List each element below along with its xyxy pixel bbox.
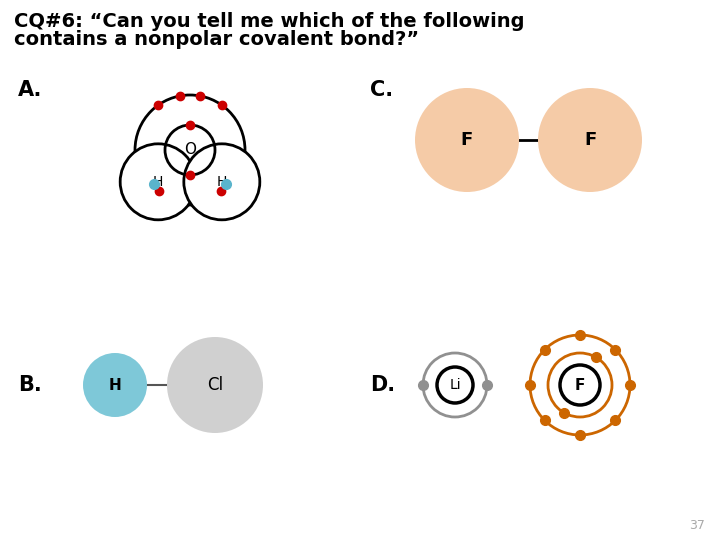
Text: CQ#6: “Can you tell me which of the following: CQ#6: “Can you tell me which of the foll…: [14, 12, 524, 31]
Text: 37: 37: [689, 519, 705, 532]
Text: Cl: Cl: [207, 376, 223, 394]
Text: C.: C.: [370, 80, 393, 100]
Text: Li: Li: [449, 378, 461, 392]
Circle shape: [415, 88, 519, 192]
Circle shape: [167, 337, 263, 433]
Text: H: H: [153, 175, 163, 189]
Text: D.: D.: [370, 375, 395, 395]
Text: H: H: [217, 175, 227, 189]
Circle shape: [120, 144, 196, 220]
Text: F: F: [461, 131, 473, 149]
Text: F: F: [575, 377, 585, 393]
Circle shape: [538, 88, 642, 192]
Text: B.: B.: [18, 375, 42, 395]
Text: A.: A.: [18, 80, 42, 100]
Text: O: O: [184, 143, 196, 158]
Circle shape: [184, 144, 260, 220]
Circle shape: [83, 353, 147, 417]
Text: F: F: [584, 131, 596, 149]
Text: H: H: [109, 377, 122, 393]
Text: contains a nonpolar covalent bond?”: contains a nonpolar covalent bond?”: [14, 30, 419, 49]
